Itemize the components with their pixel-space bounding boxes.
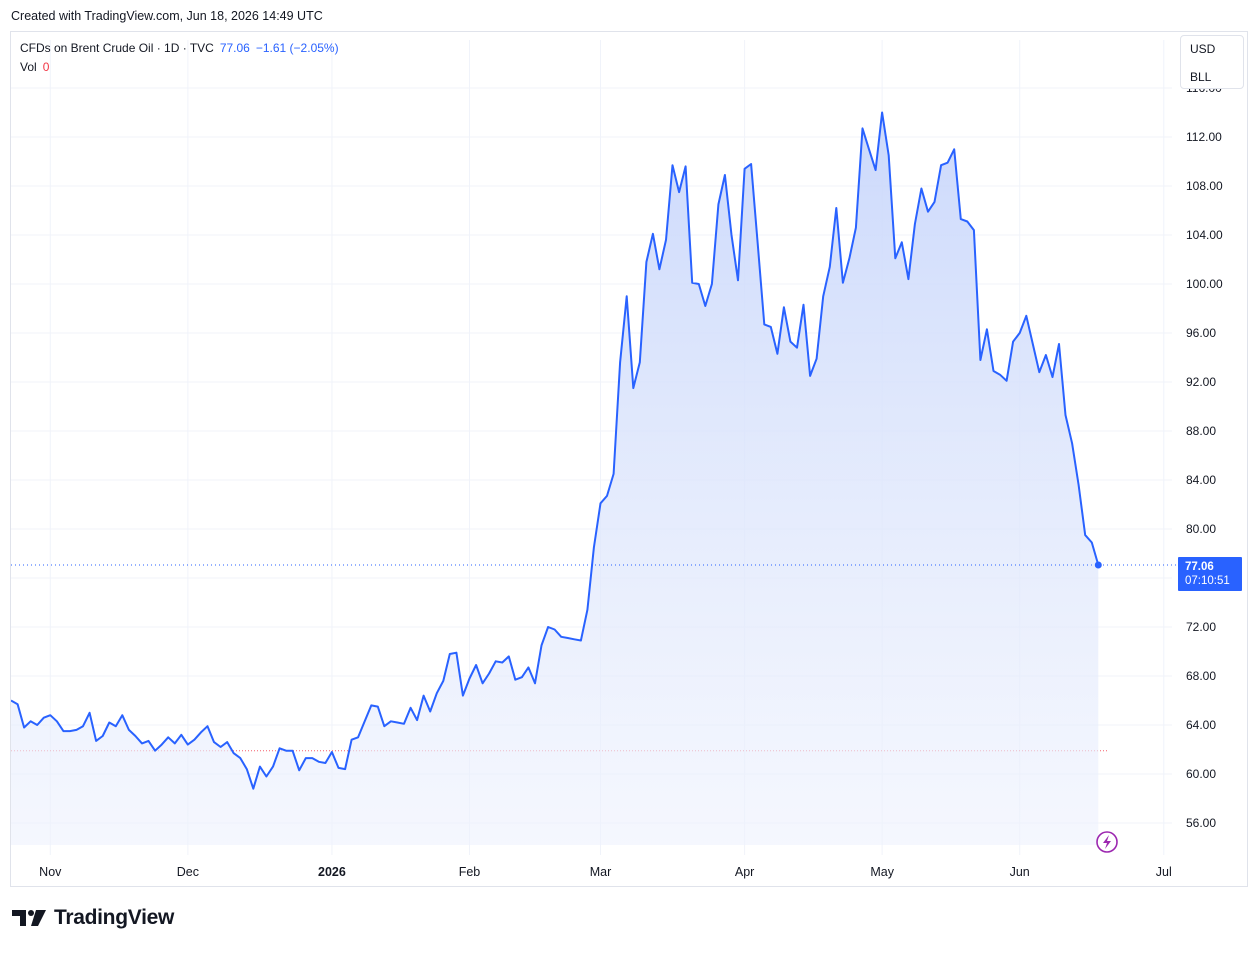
created-with-label: Created with TradingView.com, Jun 18, 20…	[11, 9, 323, 23]
time-axis[interactable]: Nov Dec 2026 Feb Mar Apr May Jun Jul	[39, 865, 1172, 879]
y-tick-label: 84.00	[1186, 473, 1216, 487]
x-tick-label: Nov	[39, 865, 62, 879]
chart-frame	[10, 31, 1248, 887]
y-tick-label: 64.00	[1186, 718, 1216, 732]
x-tick-label: Jul	[1156, 865, 1172, 879]
last-price-tag-value: 77.06	[1185, 561, 1214, 573]
last-price-tag: 77.06 07:10:51	[1178, 557, 1242, 591]
legend: CFDs on Brent Crude Oil · 1D · TVC 77.06−…	[20, 39, 339, 77]
legend-volume-value: 0	[42, 60, 50, 74]
price-series	[11, 111, 1100, 845]
y-tick-label: 56.00	[1186, 816, 1216, 830]
x-tick-label: Mar	[590, 865, 612, 879]
y-tick-label: 96.00	[1186, 326, 1216, 340]
y-tick-label: 68.00	[1186, 669, 1216, 683]
legend-change: −1.61 (−2.05%)	[255, 41, 339, 55]
y-tick-label: 108.00	[1186, 179, 1223, 193]
legend-volume-label[interactable]: Vol	[20, 60, 37, 74]
y-tick-label: 60.00	[1186, 767, 1216, 781]
y-tick-label: 100.00	[1186, 277, 1223, 291]
bar-countdown: 07:10:51	[1185, 575, 1230, 587]
y-tick-label: 104.00	[1186, 228, 1223, 242]
unit-label[interactable]: BLL	[1190, 70, 1212, 84]
x-tick-label: Feb	[459, 865, 481, 879]
legend-last-price: 77.06	[219, 41, 250, 55]
currency-label[interactable]: USD	[1190, 42, 1216, 56]
x-tick-label: Jun	[1010, 865, 1030, 879]
price-area-fill	[11, 112, 1099, 845]
currency-unit-selector[interactable]: USD BLL	[1180, 35, 1244, 89]
last-price-marker	[1094, 561, 1102, 569]
x-tick-label: Dec	[177, 865, 199, 879]
y-tick-label: 112.00	[1186, 130, 1222, 144]
price-axis[interactable]: 56.0060.0064.0068.0072.0076.0080.0084.00…	[1186, 81, 1223, 830]
chart-extras	[11, 561, 1178, 853]
price-line	[11, 111, 1100, 790]
x-tick-label: Apr	[735, 865, 754, 879]
footer-brand: TradingView	[54, 906, 175, 929]
lightning-icon[interactable]	[1096, 831, 1118, 853]
footer-logo[interactable]: TradingView	[12, 906, 174, 930]
tradingview-logo-icon	[12, 910, 46, 926]
y-tick-label: 72.00	[1186, 620, 1216, 634]
y-tick-label: 80.00	[1186, 522, 1216, 536]
x-tick-label: May	[870, 865, 894, 879]
x-tick-label: 2026	[318, 865, 346, 879]
y-tick-label: 92.00	[1186, 375, 1216, 389]
y-tick-label: 88.00	[1186, 424, 1216, 438]
legend-symbol[interactable]: CFDs on Brent Crude Oil · 1D · TVC	[20, 41, 214, 55]
